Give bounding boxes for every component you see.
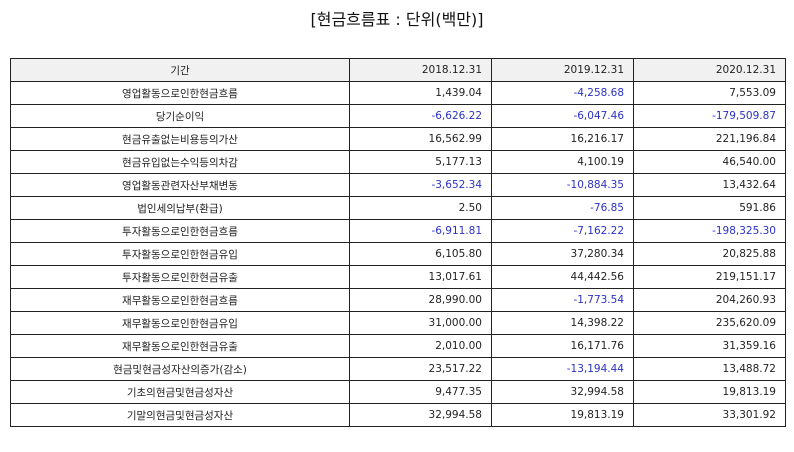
cell-value: 9,477.35 xyxy=(349,380,492,404)
cell-value: 2.50 xyxy=(349,196,492,220)
cell-value: 204,260.93 xyxy=(633,288,786,312)
cell-value: 19,813.19 xyxy=(491,403,634,427)
cell-value: 591.86 xyxy=(633,196,786,220)
cell-value: 1,439.04 xyxy=(349,81,492,105)
table-row: 기말의현금및현금성자산 32,994.58 19,813.19 33,301.92 xyxy=(10,403,786,427)
row-label: 기말의현금및현금성자산 xyxy=(10,403,350,427)
table-row: 재무활동으로인한현금유출 2,010.00 16,171.76 31,359.16 xyxy=(10,334,786,358)
cell-value: 37,280.34 xyxy=(491,242,634,266)
table-row: 영업활동관련자산부채변동 -3,652.34 -10,884.35 13,432.64 xyxy=(10,173,786,197)
cell-value: -3,652.34 xyxy=(349,173,492,197)
page-title: [현금흐름표 : 단위(백만)] xyxy=(310,10,484,29)
cashflow-table: 기간 2018.12.31 2019.12.31 2020.12.31 영업활동… xyxy=(10,58,786,427)
cell-value: 13,488.72 xyxy=(633,357,786,381)
cell-value: 5,177.13 xyxy=(349,150,492,174)
cell-value: 16,562.99 xyxy=(349,127,492,151)
cell-value: 235,620.09 xyxy=(633,311,786,335)
cell-value: 33,301.92 xyxy=(633,403,786,427)
table-row: 현금유입없는수익등의차감 5,177.13 4,100.19 46,540.00 xyxy=(10,150,786,174)
cell-value: 28,990.00 xyxy=(349,288,492,312)
cell-value: -13,194.44 xyxy=(491,357,634,381)
cell-value: -198,325.30 xyxy=(633,219,786,243)
header-row: 기간 2018.12.31 2019.12.31 2020.12.31 xyxy=(10,58,786,82)
row-label: 기초의현금및현금성자산 xyxy=(10,380,350,404)
cell-value: 219,151.17 xyxy=(633,265,786,289)
cell-value: 32,994.58 xyxy=(491,380,634,404)
cell-value: 32,994.58 xyxy=(349,403,492,427)
table-row: 현금및현금성자산의증가(감소) 23,517.22 -13,194.44 13,488… xyxy=(10,357,786,381)
cell-value: -6,911.81 xyxy=(349,219,492,243)
column-header-2018: 2018.12.31 xyxy=(349,58,492,82)
row-label: 투자활동으로인한현금흐름 xyxy=(10,219,350,243)
cell-value: 221,196.84 xyxy=(633,127,786,151)
row-label: 영업활동으로인한현금흐름 xyxy=(10,81,350,105)
table-body: 영업활동으로인한현금흐름 1,439.04 -4,258.68 7,553.09 당기순… xyxy=(10,81,786,427)
cell-value: 31,359.16 xyxy=(633,334,786,358)
cell-value: 19,813.19 xyxy=(633,380,786,404)
cell-value: 16,171.76 xyxy=(491,334,634,358)
table-row: 투자활동으로인한현금흐름 -6,911.81 -7,162.22 -198,325.3… xyxy=(10,219,786,243)
cell-value: -179,509.87 xyxy=(633,104,786,128)
column-header-2020: 2020.12.31 xyxy=(633,58,786,82)
cell-value: 4,100.19 xyxy=(491,150,634,174)
row-label: 투자활동으로인한현금유입 xyxy=(10,242,350,266)
row-label: 재무활동으로인한현금흐름 xyxy=(10,288,350,312)
row-label: 법인세의납부(환급) xyxy=(10,196,350,220)
cell-value: -4,258.68 xyxy=(491,81,634,105)
cell-value: -7,162.22 xyxy=(491,219,634,243)
row-label: 투자활동으로인한현금유출 xyxy=(10,265,350,289)
cell-value: 20,825.88 xyxy=(633,242,786,266)
table-row: 기초의현금및현금성자산 9,477.35 32,994.58 19,813.19 xyxy=(10,380,786,404)
table-row: 투자활동으로인한현금유출 13,017.61 44,442.56 219,151.17 xyxy=(10,265,786,289)
cell-value: -76.85 xyxy=(491,196,634,220)
row-label: 현금유출없는비용등의가산 xyxy=(10,127,350,151)
cell-value: 14,398.22 xyxy=(491,311,634,335)
cell-value: 7,553.09 xyxy=(633,81,786,105)
table-row: 재무활동으로인한현금유입 31,000.00 14,398.22 235,620.09 xyxy=(10,311,786,335)
cell-value: 23,517.22 xyxy=(349,357,492,381)
cell-value: 16,216.17 xyxy=(491,127,634,151)
cell-value: 44,442.56 xyxy=(491,265,634,289)
cell-value: 31,000.00 xyxy=(349,311,492,335)
table-row: 법인세의납부(환급) 2.50 -76.85 591.86 xyxy=(10,196,786,220)
row-label: 재무활동으로인한현금유입 xyxy=(10,311,350,335)
row-label: 현금유입없는수익등의차감 xyxy=(10,150,350,174)
row-label: 당기순이익 xyxy=(10,104,350,128)
row-label: 재무활동으로인한현금유출 xyxy=(10,334,350,358)
cell-value: 46,540.00 xyxy=(633,150,786,174)
table-row: 현금유출없는비용등의가산 16,562.99 16,216.17 221,196.84 xyxy=(10,127,786,151)
table-row: 당기순이익 -6,626.22 -6,047.46 -179,509.87 xyxy=(10,104,786,128)
row-label: 현금및현금성자산의증가(감소) xyxy=(10,357,350,381)
cell-value: 13,432.64 xyxy=(633,173,786,197)
column-header-period: 기간 xyxy=(10,58,350,82)
table-row: 영업활동으로인한현금흐름 1,439.04 -4,258.68 7,553.09 xyxy=(10,81,786,105)
cell-value: -6,626.22 xyxy=(349,104,492,128)
row-label: 영업활동관련자산부채변동 xyxy=(10,173,350,197)
cell-value: 13,017.61 xyxy=(349,265,492,289)
cell-value: 6,105.80 xyxy=(349,242,492,266)
cell-value: -6,047.46 xyxy=(491,104,634,128)
column-header-2019: 2019.12.31 xyxy=(491,58,634,82)
table-row: 투자활동으로인한현금유입 6,105.80 37,280.34 20,825.88 xyxy=(10,242,786,266)
cell-value: -1,773.54 xyxy=(491,288,634,312)
table-row: 재무활동으로인한현금흐름 28,990.00 -1,773.54 204,260.93 xyxy=(10,288,786,312)
cell-value: 2,010.00 xyxy=(349,334,492,358)
cell-value: -10,884.35 xyxy=(491,173,634,197)
